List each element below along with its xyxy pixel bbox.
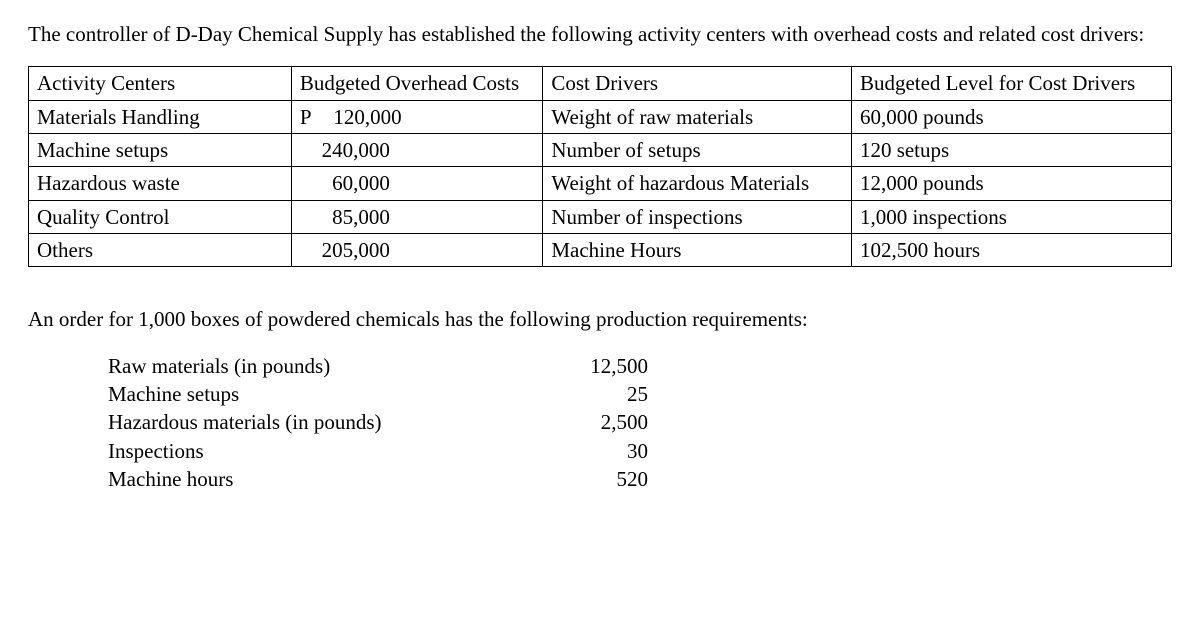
requirement-label: Inspections (108, 437, 538, 465)
requirement-row: Machine setups 25 (108, 380, 1172, 408)
requirement-row: Raw materials (in pounds) 12,500 (108, 352, 1172, 380)
table-row: Others 205,000 Machine Hours 102,500 hou… (29, 234, 1172, 267)
header-cost-drivers: Cost Drivers (543, 67, 852, 100)
requirement-value: 520 (538, 465, 648, 493)
cell-cost-driver: Number of inspections (543, 200, 852, 233)
intro-paragraph: The controller of D-Day Chemical Supply … (28, 20, 1172, 48)
requirement-value: 30 (538, 437, 648, 465)
header-budgeted-level: Budgeted Level for Cost Drivers (851, 67, 1171, 100)
table-row: Hazardous waste 60,000 Weight of hazardo… (29, 167, 1172, 200)
table-row: Materials Handling P120,000 Weight of ra… (29, 100, 1172, 133)
cell-activity-center: Machine setups (29, 134, 292, 167)
requirement-row: Machine hours 520 (108, 465, 1172, 493)
cell-budgeted-overhead: 240,000 (291, 134, 542, 167)
order-paragraph: An order for 1,000 boxes of powdered che… (28, 305, 1172, 333)
cell-budgeted-level: 60,000 pounds (851, 100, 1171, 133)
requirement-label: Hazardous materials (in pounds) (108, 408, 538, 436)
cell-budgeted-overhead: P120,000 (291, 100, 542, 133)
requirement-value: 25 (538, 380, 648, 408)
cell-budgeted-level: 120 setups (851, 134, 1171, 167)
cell-cost-driver: Machine Hours (543, 234, 852, 267)
header-budgeted-overhead: Budgeted Overhead Costs (291, 67, 542, 100)
cell-budgeted-overhead: 60,000 (291, 167, 542, 200)
requirement-label: Raw materials (in pounds) (108, 352, 538, 380)
header-activity-centers: Activity Centers (29, 67, 292, 100)
activity-centers-table: Activity Centers Budgeted Overhead Costs… (28, 66, 1172, 267)
cell-activity-center: Materials Handling (29, 100, 292, 133)
requirement-label: Machine setups (108, 380, 538, 408)
table-row: Machine setups 240,000 Number of setups … (29, 134, 1172, 167)
requirement-row: Hazardous materials (in pounds) 2,500 (108, 408, 1172, 436)
cell-budgeted-level: 12,000 pounds (851, 167, 1171, 200)
cell-budgeted-level: 1,000 inspections (851, 200, 1171, 233)
cell-budgeted-level: 102,500 hours (851, 234, 1171, 267)
requirement-value: 2,500 (538, 408, 648, 436)
document-page: The controller of D-Day Chemical Supply … (0, 0, 1200, 625)
cell-budgeted-overhead: 205,000 (291, 234, 542, 267)
requirement-value: 12,500 (538, 352, 648, 380)
table-header-row: Activity Centers Budgeted Overhead Costs… (29, 67, 1172, 100)
cell-cost-driver: Weight of raw materials (543, 100, 852, 133)
requirement-label: Machine hours (108, 465, 538, 493)
cell-activity-center: Quality Control (29, 200, 292, 233)
cell-activity-center: Hazardous waste (29, 167, 292, 200)
table-row: Quality Control 85,000 Number of inspect… (29, 200, 1172, 233)
cell-activity-center: Others (29, 234, 292, 267)
cell-cost-driver: Number of setups (543, 134, 852, 167)
cell-budgeted-overhead: 85,000 (291, 200, 542, 233)
requirements-list: Raw materials (in pounds) 12,500 Machine… (108, 352, 1172, 494)
cell-cost-driver: Weight of hazardous Materials (543, 167, 852, 200)
requirement-row: Inspections 30 (108, 437, 1172, 465)
